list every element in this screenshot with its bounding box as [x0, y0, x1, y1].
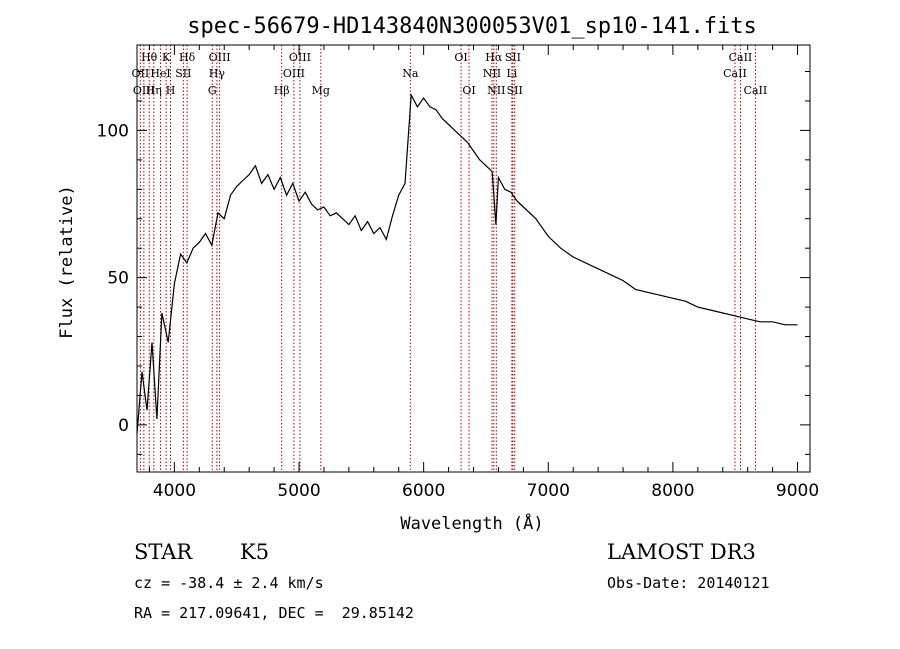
- spectral-line-label: NII: [483, 67, 501, 80]
- spectral-line-label: OIII: [289, 51, 311, 64]
- spectral-line-label: HeI: [150, 67, 170, 80]
- spectrum-line: [136, 92, 798, 434]
- spectral-line-label: SII: [175, 67, 191, 80]
- spectral-line-label: Li: [506, 67, 517, 80]
- survey-name: LAMOST DR3: [607, 540, 756, 564]
- spectral-line-label: Hα: [485, 51, 503, 64]
- spectral-line-label: OI: [454, 51, 467, 64]
- chart-title: spec-56679-HD143840N300053V01_sp10-141.f…: [187, 14, 757, 39]
- x-tick-label: 4000: [153, 481, 196, 501]
- spectral-line-label: SII: [505, 51, 521, 64]
- spectral-line-label: Hθ: [141, 51, 158, 64]
- y-tick-label: 50: [107, 269, 129, 289]
- observation-date: Obs-Date: 20140121: [607, 574, 770, 592]
- x-axis-label: Wavelength (Å): [400, 512, 543, 534]
- spectral-line-label: CaII: [729, 51, 753, 64]
- spectral-line-markers: Hθ OII OIII K HeI Hη Hδ SII H OIII Hγ G OIII OIII Hβ Mg…: [132, 45, 768, 472]
- spectral-line-label: OI: [462, 84, 475, 97]
- x-tick-label: 7000: [527, 481, 570, 501]
- y-axis-label: Flux (relative): [57, 185, 77, 339]
- object-class: STAR: [134, 540, 193, 564]
- spectral-line-label: OIII: [133, 84, 155, 97]
- object-subclass: K5: [240, 540, 270, 564]
- spectral-line-label: OII: [132, 67, 150, 80]
- y-tick-label: 100: [97, 121, 129, 141]
- spectral-line-label: Hη: [146, 84, 162, 97]
- spectral-line-label: SII: [507, 84, 523, 97]
- spectral-line-label: H: [166, 84, 176, 97]
- spectral-line-label: CaII: [744, 84, 768, 97]
- spectral-line-label: G: [208, 84, 217, 97]
- x-tick-label: 9000: [776, 481, 819, 501]
- spectral-line-label: Hγ: [209, 67, 226, 80]
- spectral-line-label: OIII: [209, 51, 231, 64]
- x-tick-label: 5000: [277, 481, 320, 501]
- spectral-line-label: NII: [487, 84, 505, 97]
- plot-frame: [136, 44, 811, 473]
- spectral-line-label: Hδ: [179, 51, 196, 64]
- spectral-line-label: Mg: [312, 84, 330, 97]
- coordinates: RA = 217.09641, DEC = 29.85142: [134, 604, 414, 622]
- spectral-line-label: OIII: [283, 67, 305, 80]
- y-tick-label: 0: [118, 416, 129, 436]
- spectral-line-label: CaII: [723, 67, 747, 80]
- spectral-line-label: Hβ: [274, 84, 290, 97]
- x-tick-label: 6000: [402, 481, 445, 501]
- plot-line-group: [136, 92, 798, 434]
- axis-ticks: 4000 5000 6000 7000 8000 9000 0 50 100: [97, 45, 819, 501]
- x-tick-label: 8000: [651, 481, 694, 501]
- redshift-value: cz = -38.4 ± 2.4 km/s: [134, 574, 324, 592]
- spectral-line-label: K: [162, 51, 171, 64]
- spectral-line-label: Na: [402, 67, 419, 80]
